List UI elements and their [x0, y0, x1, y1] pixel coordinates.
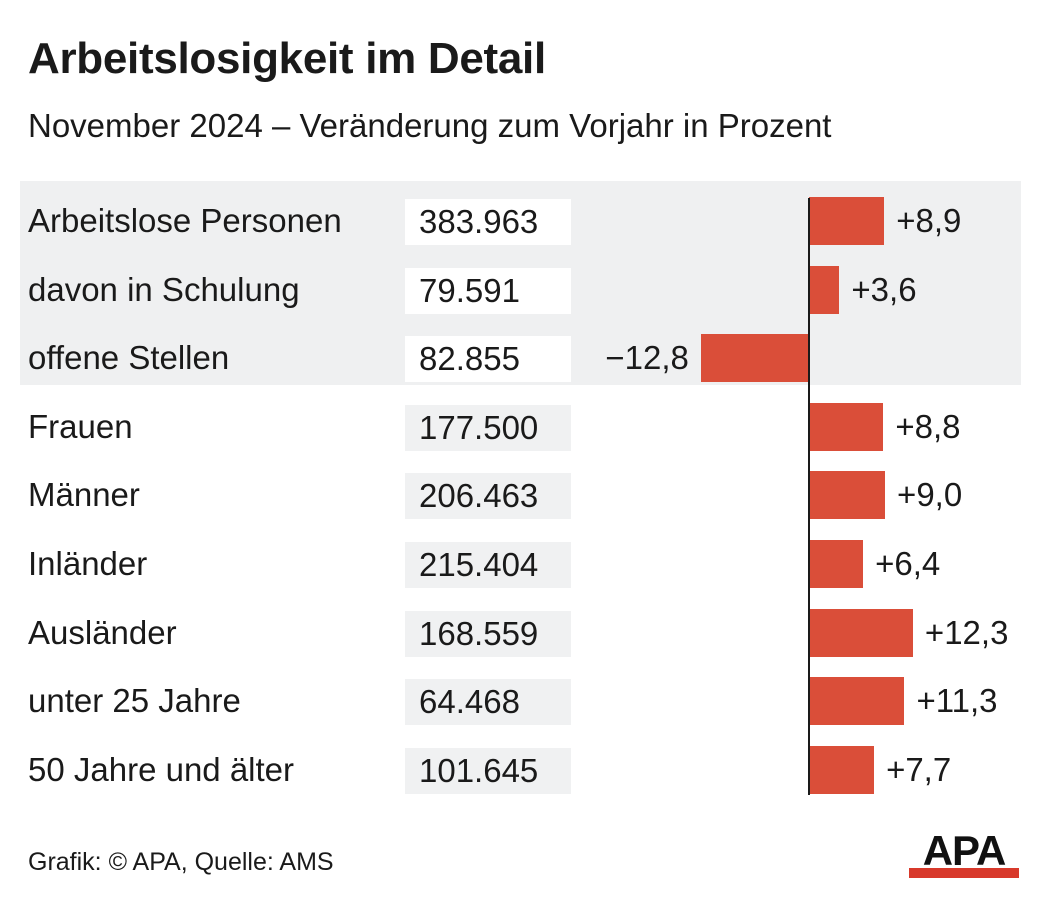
change-bar [809, 745, 875, 794]
chart-row: Männer 206.463 +9,0 [0, 461, 1039, 529]
chart-row: offene Stellen 82.855 −12,8 [0, 324, 1039, 392]
chart-row: davon in Schulung 79.591 +3,6 [0, 256, 1039, 324]
row-label: 50 Jahre und älter [28, 750, 295, 788]
row-label: Arbeitslose Personen [28, 202, 342, 239]
change-value-label: +3,6 [851, 270, 917, 308]
row-label: unter 25 Jahre [28, 682, 241, 720]
change-value-label: −12,8 [605, 339, 689, 377]
chart-row: Ausländer 168.559 +12,3 [0, 599, 1039, 667]
chart-title: Arbeitslosigkeit im Detail [28, 34, 546, 83]
svg-text:APA: APA [923, 832, 1006, 874]
change-bar [809, 265, 840, 314]
chart-row: Inländer 215.404 +6,4 [0, 530, 1039, 598]
change-value-label: +8,9 [896, 202, 962, 239]
row-label: offene Stellen [28, 339, 230, 377]
row-count-value: 101.645 [405, 747, 571, 794]
change-bar [809, 677, 905, 726]
chart-row: unter 25 Jahre 64.468 +11,3 [0, 667, 1039, 735]
row-count-value: 215.404 [405, 542, 571, 588]
row-label: Männer [28, 476, 140, 514]
change-bar [809, 608, 913, 657]
row-count-value: 383.963 [405, 199, 571, 245]
row-count-value: 64.468 [405, 679, 571, 726]
chart-row: 50 Jahre und älter 101.645 +7,7 [0, 736, 1039, 804]
zero-axis-line [808, 198, 810, 795]
change-value-label: +12,3 [924, 613, 1009, 651]
row-label: Inländer [28, 545, 148, 582]
chart-row: Frauen 177.500 +8,8 [0, 393, 1039, 461]
chart-row: Arbeitslose Personen 383.963 +8,9 [0, 187, 1039, 255]
row-label: Ausländer [28, 613, 177, 651]
change-value-label: +11,3 [916, 682, 998, 720]
row-count-value: 82.855 [405, 336, 571, 383]
row-label: Frauen [28, 407, 133, 445]
source-credit: Grafik: © APA, Quelle: AMS [28, 848, 334, 876]
change-value-label: +9,0 [897, 476, 963, 514]
change-value-label: +6,4 [875, 545, 941, 582]
chart-subtitle: November 2024 – Veränderung zum Vorjahr … [28, 107, 832, 144]
change-value-label: +7,7 [886, 750, 952, 788]
row-label: davon in Schulung [28, 270, 300, 308]
change-bar [809, 471, 886, 520]
change-bar [809, 197, 885, 245]
change-bar [809, 540, 864, 588]
row-count-value: 168.559 [405, 610, 571, 657]
change-bar [809, 402, 884, 451]
change-value-label: +8,8 [895, 407, 961, 445]
row-count-value: 206.463 [405, 473, 571, 520]
change-bar [700, 334, 809, 383]
row-count-value: 79.591 [405, 267, 571, 314]
row-count-value: 177.500 [405, 404, 571, 451]
apa-logo: APA [909, 827, 1019, 878]
apa-logo-graphic: APA [909, 827, 1019, 878]
